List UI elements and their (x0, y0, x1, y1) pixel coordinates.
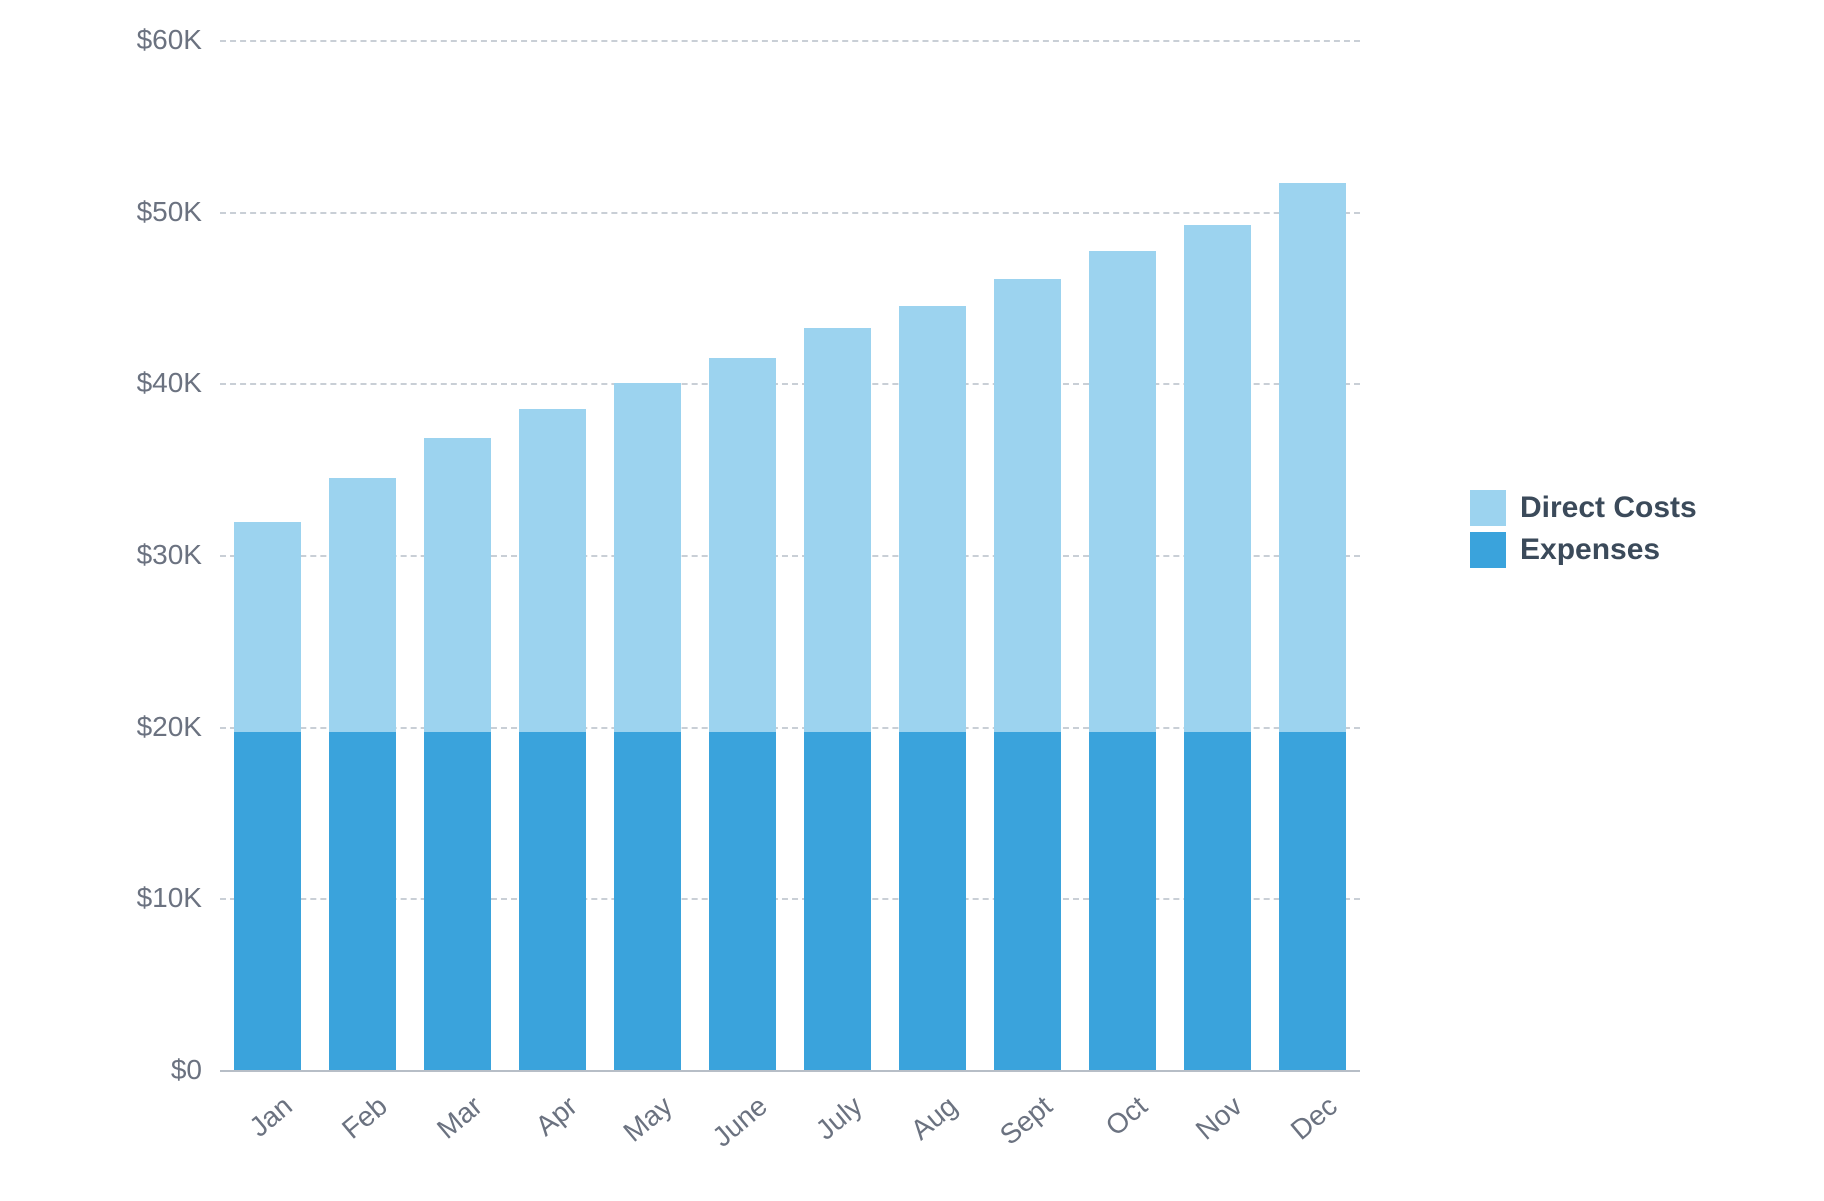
stacked-bar-chart: $0 $10K $20K $30K $40K $50K $60K Jan Feb Mar Apr Ma… (0, 0, 1824, 1201)
gridline (220, 212, 1360, 214)
bar-seg-expenses (709, 732, 776, 1070)
y-tick-label: $20K (22, 711, 202, 743)
x-tick-label: Jan (243, 1090, 298, 1144)
bar-seg-direct_costs (1089, 251, 1156, 732)
y-tick-label: $10K (22, 882, 202, 914)
plot-area: $0$10K$20K$30K$40K$50K$60KJanFebMarAprMa… (220, 40, 1360, 1070)
bar-seg-expenses (329, 732, 396, 1070)
bar-seg-expenses (234, 732, 301, 1070)
bar-seg-direct_costs (804, 328, 871, 731)
x-tick-label: Mar (431, 1090, 489, 1146)
y-tick-label: $40K (22, 367, 202, 399)
legend-label: Expenses (1520, 533, 1660, 567)
x-tick-label: Apr (529, 1090, 583, 1143)
bar-seg-expenses (899, 732, 966, 1070)
bar-seg-direct_costs (1184, 225, 1251, 731)
bar-seg-expenses (614, 732, 681, 1070)
bar-seg-direct_costs (709, 358, 776, 732)
legend-swatch-icon (1470, 490, 1506, 526)
bar-seg-direct_costs (899, 306, 966, 732)
baseline (220, 1070, 1360, 1072)
bar-seg-direct_costs (424, 438, 491, 732)
x-tick-label: Dec (1284, 1090, 1343, 1147)
legend-item-expenses: Expenses (1470, 532, 1697, 568)
legend-item-direct_costs: Direct Costs (1470, 490, 1697, 526)
bar-seg-direct_costs (234, 522, 301, 731)
legend-swatch-icon (1470, 532, 1506, 568)
bar-seg-expenses (804, 732, 871, 1070)
bar-seg-direct_costs (329, 478, 396, 732)
bar-seg-expenses (424, 732, 491, 1070)
y-tick-label: $50K (22, 196, 202, 228)
gridline (220, 40, 1360, 42)
bar-seg-direct_costs (519, 409, 586, 732)
x-tick-label: Nov (1189, 1090, 1248, 1147)
bar-seg-direct_costs (614, 383, 681, 731)
x-tick-label: July (809, 1090, 868, 1147)
x-tick-label: Feb (336, 1090, 394, 1146)
bar-seg-expenses (1279, 732, 1346, 1070)
bar-seg-expenses (1184, 732, 1251, 1070)
bar-seg-expenses (1089, 732, 1156, 1070)
bar-seg-direct_costs (994, 279, 1061, 732)
y-tick-label: $0 (22, 1054, 202, 1086)
bar-seg-expenses (994, 732, 1061, 1070)
x-tick-label: Sept (993, 1090, 1058, 1152)
bar-seg-expenses (519, 732, 586, 1070)
bar-seg-direct_costs (1279, 183, 1346, 732)
y-tick-label: $30K (22, 539, 202, 571)
legend-label: Direct Costs (1520, 491, 1697, 525)
x-tick-label: May (617, 1090, 678, 1149)
legend: Direct Costs Expenses (1470, 490, 1697, 574)
x-tick-label: June (706, 1090, 773, 1154)
x-tick-label: Aug (904, 1090, 963, 1147)
y-tick-label: $60K (22, 24, 202, 56)
x-tick-label: Oct (1099, 1090, 1153, 1143)
